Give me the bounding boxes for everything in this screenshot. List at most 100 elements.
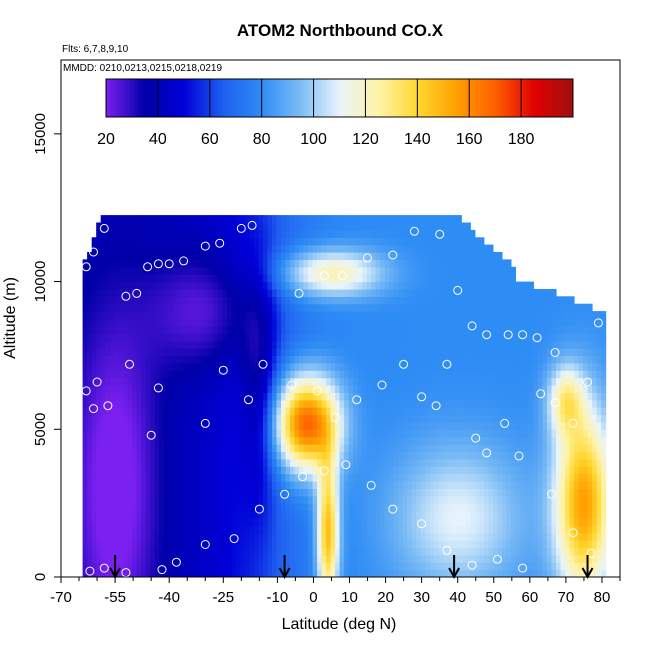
heatmap-cell [542,385,548,393]
heatmap-cell [366,281,372,290]
heatmap-cell [308,503,314,512]
heatmap-cell [308,458,314,467]
heatmap-cell [551,503,557,512]
heatmap-cell [308,237,314,246]
heatmap-cell [199,392,205,401]
heatmap-cell [172,259,178,268]
heatmap-cell [123,414,129,423]
heatmap-cell [380,355,386,364]
heatmap-cell [272,252,278,260]
heatmap-cell [118,229,124,238]
heatmap-cell [402,547,408,556]
heatmap-cell [438,495,444,504]
heatmap-cell [132,355,138,364]
heatmap-cell [114,222,120,231]
heatmap-cell [249,554,255,563]
heatmap-cell [416,348,422,356]
heatmap-cell [515,540,521,549]
heatmap-cell [317,215,323,224]
heatmap-cell [308,547,314,556]
heatmap-cell [456,510,462,519]
heatmap-cell [253,252,259,260]
heatmap-cell [443,473,449,482]
heatmap-cell [208,458,214,467]
heatmap-cell [244,325,250,334]
heatmap-cell [267,215,273,224]
heatmap-cell [181,458,187,467]
heatmap-cell [222,495,228,504]
heatmap-cell [547,436,553,445]
heatmap-cell [285,503,291,512]
heatmap-cell [177,340,183,349]
heatmap-cell [195,229,201,238]
heatmap-cell [538,532,544,541]
heatmap-cell [348,481,354,489]
heatmap-cell [443,296,449,305]
heatmap-cell [285,473,291,482]
heatmap-cell [330,532,336,541]
heatmap-cell [105,488,111,497]
heatmap-cell [199,311,205,320]
heatmap-cell [136,458,142,467]
heatmap-cell [199,554,205,563]
heatmap-cell [339,274,345,283]
heatmap-cell [533,488,539,497]
heatmap-cell [538,392,544,401]
heatmap-cell [154,532,160,541]
heatmap-cell [528,414,534,423]
heatmap-cell [226,399,232,408]
heatmap-cell [118,303,124,312]
heatmap-cell [240,421,246,430]
heatmap-cell [375,473,381,482]
heatmap-cell [348,554,354,563]
heatmap-cell [519,554,525,563]
heatmap-cell [452,429,458,438]
heatmap-cell [538,495,544,504]
heatmap-cell [303,407,309,416]
heatmap-cell [429,385,435,393]
heatmap-cell [235,532,241,541]
heatmap-cell [326,525,332,534]
heatmap-cell [335,311,341,320]
heatmap-cell [114,466,120,475]
heatmap-cell [91,466,97,475]
heatmap-cell [231,259,237,268]
heatmap-cell [420,466,426,475]
heatmap-cell [159,362,165,371]
heatmap-cell [456,414,462,423]
heatmap-cell [398,229,404,238]
heatmap-cell [87,333,93,342]
heatmap-cell [456,237,462,246]
heatmap-cell [118,444,124,453]
heatmap-cell [366,392,372,401]
heatmap-cell [335,488,341,497]
heatmap-cell [456,407,462,416]
heatmap-cell [276,362,282,371]
heatmap-cell [465,503,471,512]
heatmap-cell [492,547,498,556]
heatmap-cell [519,451,525,460]
heatmap-cell [402,325,408,334]
heatmap-cell [492,281,498,290]
heatmap-cell [470,289,476,297]
heatmap-cell [82,377,88,386]
heatmap-cell [217,222,223,231]
heatmap-cell [213,289,219,297]
heatmap-cell [434,407,440,416]
heatmap-cell [447,473,453,482]
heatmap-cell [109,252,115,260]
heatmap-cell [100,274,106,283]
heatmap-cell [217,451,223,460]
heatmap-cell [290,355,296,364]
heatmap-cell [258,569,264,577]
heatmap-cell [470,392,476,401]
heatmap-cell [533,458,539,467]
heatmap-cell [249,229,255,238]
heatmap-cell [91,495,97,504]
heatmap-cell [411,340,417,349]
heatmap-cell [154,481,160,489]
heatmap-cell [190,488,196,497]
heatmap-cell [317,451,323,460]
heatmap-cell [465,481,471,489]
heatmap-cell [366,289,372,297]
